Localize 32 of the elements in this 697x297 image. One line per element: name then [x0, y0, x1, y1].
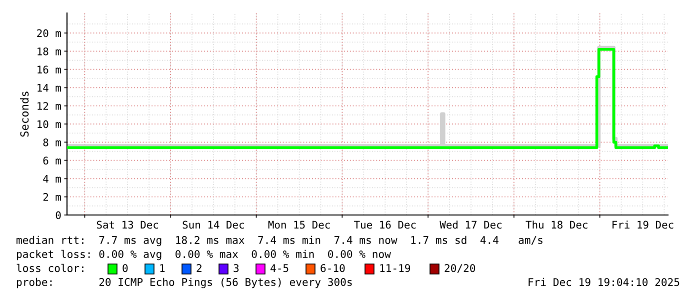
x-tick-label: Wed 17 Dec [440, 220, 502, 229]
y-axis-title: Seconds [20, 92, 29, 137]
text: 3 [234, 264, 239, 272]
y-tick-label: 10 m [38, 120, 61, 128]
text: probe: 20 ICMP Echo Pings (56 Bytes) every 300s [16, 278, 352, 288]
y-tick-label: 6 m [43, 156, 61, 165]
text: 0 [122, 264, 128, 272]
text: median rtt: 7.7 ms avg 18.2 ms max 7.4 ms min 7.4 ms now 1.7 ms sd 4.4 am/s [16, 236, 542, 246]
y-tick-label: 20 m [37, 29, 61, 38]
text: Fri Dec 19 19:04:10 2025 [528, 278, 680, 286]
text: 6-10 [320, 264, 345, 272]
y-tick-label: 16 m [38, 66, 61, 74]
text: 1 [160, 264, 165, 272]
x-tick-label: Thu 18 Dec [526, 220, 588, 229]
y-tick-label: 14 m [38, 84, 61, 92]
x-tick-label: Mon 15 Dec [268, 220, 330, 229]
x-tick-label: Sat 13 Dec [96, 220, 158, 229]
y-tick-label: 2 m [43, 193, 61, 201]
y-tick-label: 18 m [38, 47, 61, 56]
y-tick-label: 8 m [43, 138, 61, 146]
text: 2 [196, 264, 202, 272]
y-tick-label: 4 m [43, 174, 61, 183]
text: loss color: [16, 264, 84, 272]
x-tick-label: Tue 16 Dec [354, 220, 416, 229]
x-tick-label: Fri 19 Dec [612, 220, 674, 229]
y-tick-label: 0 [56, 211, 61, 220]
y-tick-label: 12 m [38, 102, 61, 110]
text: packet loss: 0.00 % avg 0.00 % max 0.00 % min 0.00 % now [16, 250, 391, 260]
text: 4-5 [270, 264, 288, 272]
x-tick-label: Sun 14 Dec [182, 220, 244, 229]
text: 20/20 [444, 264, 476, 273]
text: 11-19 [380, 264, 410, 272]
